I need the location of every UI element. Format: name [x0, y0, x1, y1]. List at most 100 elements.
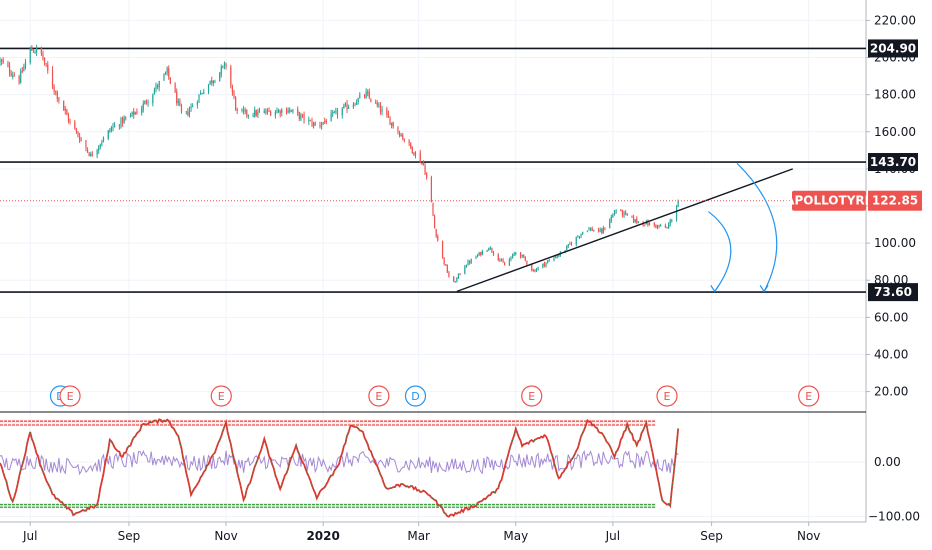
candle-body	[225, 64, 227, 67]
y-tick-label: 20.00	[874, 385, 908, 399]
oscillator-axis[interactable]: 0.00 −100.00	[868, 455, 920, 524]
candle-body	[136, 111, 138, 114]
candle-body	[43, 58, 46, 64]
candle-body	[658, 224, 660, 227]
candle-body	[78, 136, 81, 141]
candle-body	[192, 106, 194, 108]
event-markers[interactable]: DEEEDEEE	[49, 385, 820, 407]
candle-body	[32, 51, 35, 53]
candle-body	[325, 120, 327, 123]
candle-body	[348, 107, 350, 109]
candle-body	[511, 254, 514, 258]
event-marker-circle	[656, 385, 678, 407]
candle-body	[365, 91, 367, 98]
candle-body	[481, 251, 483, 255]
candle-body	[424, 165, 426, 175]
candle-body	[12, 75, 14, 77]
candle-body	[426, 174, 428, 178]
osc-tick-label: 0.00	[874, 455, 901, 469]
candle-body	[443, 257, 445, 264]
level-price-tag-text: 204.90	[870, 41, 916, 55]
candle-body	[570, 243, 573, 245]
candle-body	[134, 112, 136, 115]
candle-body	[397, 127, 399, 132]
candle-body	[589, 228, 592, 230]
candle-body	[20, 71, 22, 83]
candle-body	[502, 259, 504, 263]
candle-body	[129, 114, 132, 118]
candle-body	[180, 106, 183, 112]
earnings-marker[interactable]: E	[521, 385, 543, 407]
candle-body	[636, 218, 638, 223]
candle-body	[666, 227, 668, 229]
time-axis[interactable]: Jul Sep Nov 2020 Mar May Jul Sep Nov	[22, 522, 820, 543]
candle-body	[169, 77, 171, 84]
candle-body	[222, 65, 224, 68]
candle-body	[648, 222, 651, 226]
candle-body	[556, 256, 558, 258]
candle-body	[144, 100, 146, 105]
dividend-marker[interactable]: D	[404, 385, 427, 407]
candle-body	[212, 81, 214, 84]
candle-body	[166, 68, 168, 73]
candle-body	[335, 110, 337, 112]
event-marker-circle	[368, 385, 390, 407]
candle-body	[343, 105, 345, 109]
candle-body	[543, 263, 546, 266]
level-price-tag	[868, 283, 918, 302]
candle-body	[244, 109, 246, 112]
candle-body	[241, 109, 243, 111]
candle-body	[486, 250, 488, 252]
candle-body	[660, 225, 662, 227]
candle-body	[153, 89, 156, 95]
candle-body	[510, 257, 512, 260]
osc-main-line-overlay	[0, 418, 679, 518]
candle-body	[446, 265, 448, 273]
candle-body	[578, 236, 581, 238]
candle-body	[211, 80, 213, 83]
candle-body	[655, 225, 657, 228]
candle-body	[403, 139, 405, 141]
candle-body	[610, 216, 612, 221]
candle-body	[120, 118, 122, 128]
event-marker-letter: E	[67, 390, 74, 403]
candle-body	[609, 220, 611, 229]
projection-arrow-long-head	[759, 285, 769, 293]
candle-body	[408, 141, 410, 143]
candle-body	[566, 245, 568, 251]
x-tick-label: Mar	[407, 529, 430, 543]
y-tick-label: 160.00	[874, 125, 916, 139]
candle-body	[454, 281, 456, 283]
candle-body	[601, 229, 603, 233]
candle-body	[376, 103, 378, 106]
chart-grid	[0, 0, 866, 522]
earnings-marker[interactable]: E	[798, 385, 820, 407]
earnings-marker[interactable]: E	[368, 385, 390, 407]
candle-body	[456, 277, 458, 282]
earnings-marker[interactable]: E	[656, 385, 678, 407]
candle-body	[21, 70, 23, 72]
candle-body	[591, 228, 593, 231]
candle-body	[110, 127, 113, 131]
earnings-marker[interactable]: E	[59, 385, 81, 407]
candle-body	[107, 130, 109, 139]
candle-body	[469, 261, 471, 263]
candle-body	[478, 252, 480, 256]
candle-body	[265, 111, 267, 113]
earnings-marker[interactable]: E	[210, 385, 232, 407]
candle-body	[332, 112, 334, 115]
candle-body	[531, 264, 533, 271]
candle-body	[145, 101, 148, 103]
candle-body	[352, 104, 355, 108]
candle-body	[499, 260, 501, 262]
candle-body	[324, 120, 326, 122]
candle-body	[118, 125, 120, 127]
candle-body	[623, 212, 625, 216]
event-marker-letter: E	[218, 390, 225, 403]
candle-body	[64, 108, 66, 111]
x-tick-label: Jul	[605, 529, 620, 543]
candle-body	[55, 90, 57, 92]
candle-body	[504, 262, 506, 266]
candle-body	[532, 270, 534, 272]
